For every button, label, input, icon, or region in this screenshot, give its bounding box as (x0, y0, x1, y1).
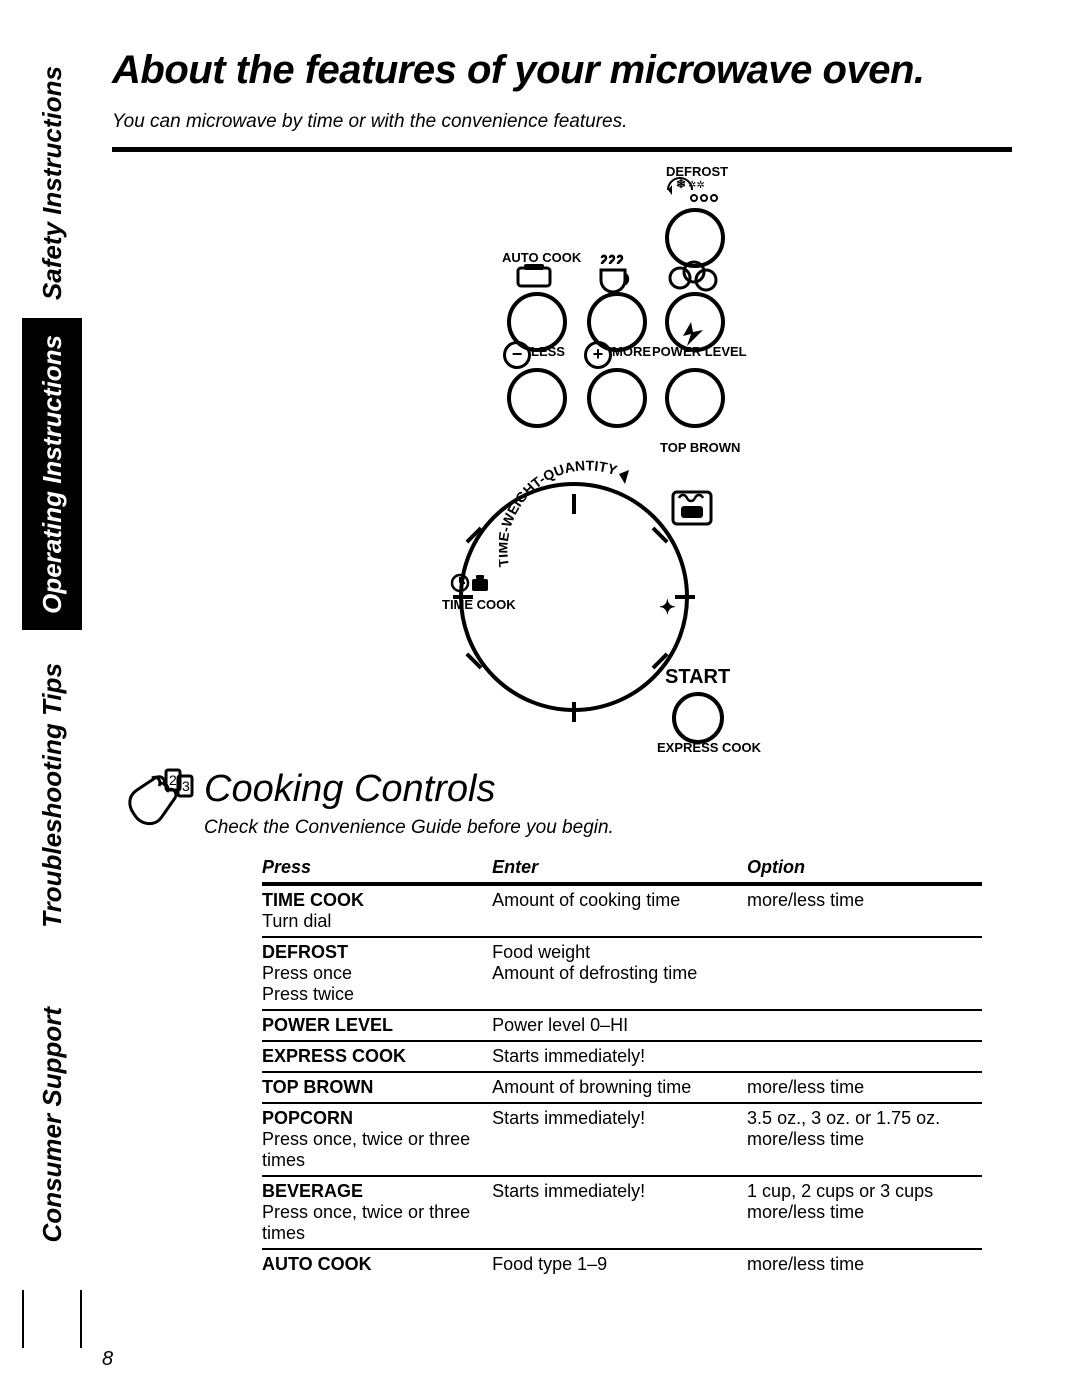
table-row: BEVERAGEPress once, twice or three times… (262, 1176, 982, 1249)
th-option: Option (747, 853, 982, 884)
label-time-cook: TIME COOK (442, 597, 516, 612)
time-cook-icon (450, 569, 490, 597)
tab-consumer[interactable]: Consumer Support (22, 960, 82, 1290)
cooking-controls-table: Press Enter Option TIME COOKTurn dial Am… (262, 853, 982, 1279)
table-row: POWER LEVEL Power level 0–HI (262, 1010, 982, 1041)
label-power-level: POWER LEVEL (652, 344, 747, 359)
table-row: TIME COOKTurn dial Amount of cooking tim… (262, 884, 982, 937)
tab-consumer-label: Consumer Support (37, 1007, 68, 1242)
tab-safety[interactable]: Safety Instructions (22, 48, 82, 318)
dial-indicator-icon: ✦ (659, 595, 676, 620)
control-panel-figure: DEFROST ❄ ✲✲ AUTO COOK (372, 172, 792, 752)
label-less: LESS (531, 344, 565, 359)
tab-troubleshooting[interactable]: Troubleshooting Tips (22, 630, 82, 960)
tab-troubleshooting-label: Troubleshooting Tips (37, 663, 68, 928)
table-row: TOP BROWN Amount of browning time more/l… (262, 1072, 982, 1103)
cooking-controls-section: 2 3 Cooking Controls Check the Convenien… (112, 768, 1012, 1279)
th-enter: Enter (492, 853, 747, 884)
label-top-brown: TOP BROWN (660, 440, 740, 455)
defrost-icon: ❄ ✲✲ (662, 176, 722, 204)
less-button[interactable] (507, 368, 567, 428)
power-level-button[interactable] (665, 368, 725, 428)
popcorn-icon (668, 260, 718, 294)
table-row: AUTO COOK Food type 1–9 more/less time (262, 1249, 982, 1279)
power-level-icon (679, 322, 709, 346)
th-press: Press (262, 853, 492, 884)
beverage-icon (592, 254, 638, 294)
svg-text:✲✲: ✲✲ (688, 180, 705, 191)
page-number: 8 (102, 1348, 113, 1371)
table-row: POPCORNPress once, twice or three times … (262, 1103, 982, 1176)
svg-text:3: 3 (182, 778, 190, 794)
svg-text:2: 2 (169, 772, 177, 788)
hand-icon: 2 3 (126, 764, 196, 839)
more-button[interactable] (587, 368, 647, 428)
label-more: MORE (612, 344, 651, 359)
label-express-cook: EXPRESS COOK (657, 740, 761, 755)
defrost-button[interactable] (665, 208, 725, 268)
tab-safety-label: Safety Instructions (37, 66, 68, 300)
auto-cook-icon (514, 262, 554, 290)
rule-top (112, 147, 1012, 152)
cooking-controls-subtitle: Check the Convenience Guide before you b… (204, 817, 1012, 839)
more-icon: + (584, 341, 612, 369)
less-icon: − (503, 341, 531, 369)
label-start: START (665, 666, 730, 689)
cooking-controls-title: Cooking Controls (204, 768, 1012, 811)
page-subhead: You can microwave by time or with the co… (112, 111, 1012, 133)
table-row: EXPRESS COOK Starts immediately! (262, 1041, 982, 1072)
tab-operating-label: Operating Instructions (37, 335, 68, 614)
side-tab-rail: Safety Instructions Operating Instructio… (22, 48, 82, 1348)
start-button[interactable] (672, 692, 724, 744)
page-title: About the features of your microwave ove… (112, 48, 1012, 93)
table-row: DEFROST Press once Press twice Food weig… (262, 937, 982, 1010)
tab-operating[interactable]: Operating Instructions (22, 318, 82, 630)
svg-text:❄: ❄ (676, 177, 686, 191)
